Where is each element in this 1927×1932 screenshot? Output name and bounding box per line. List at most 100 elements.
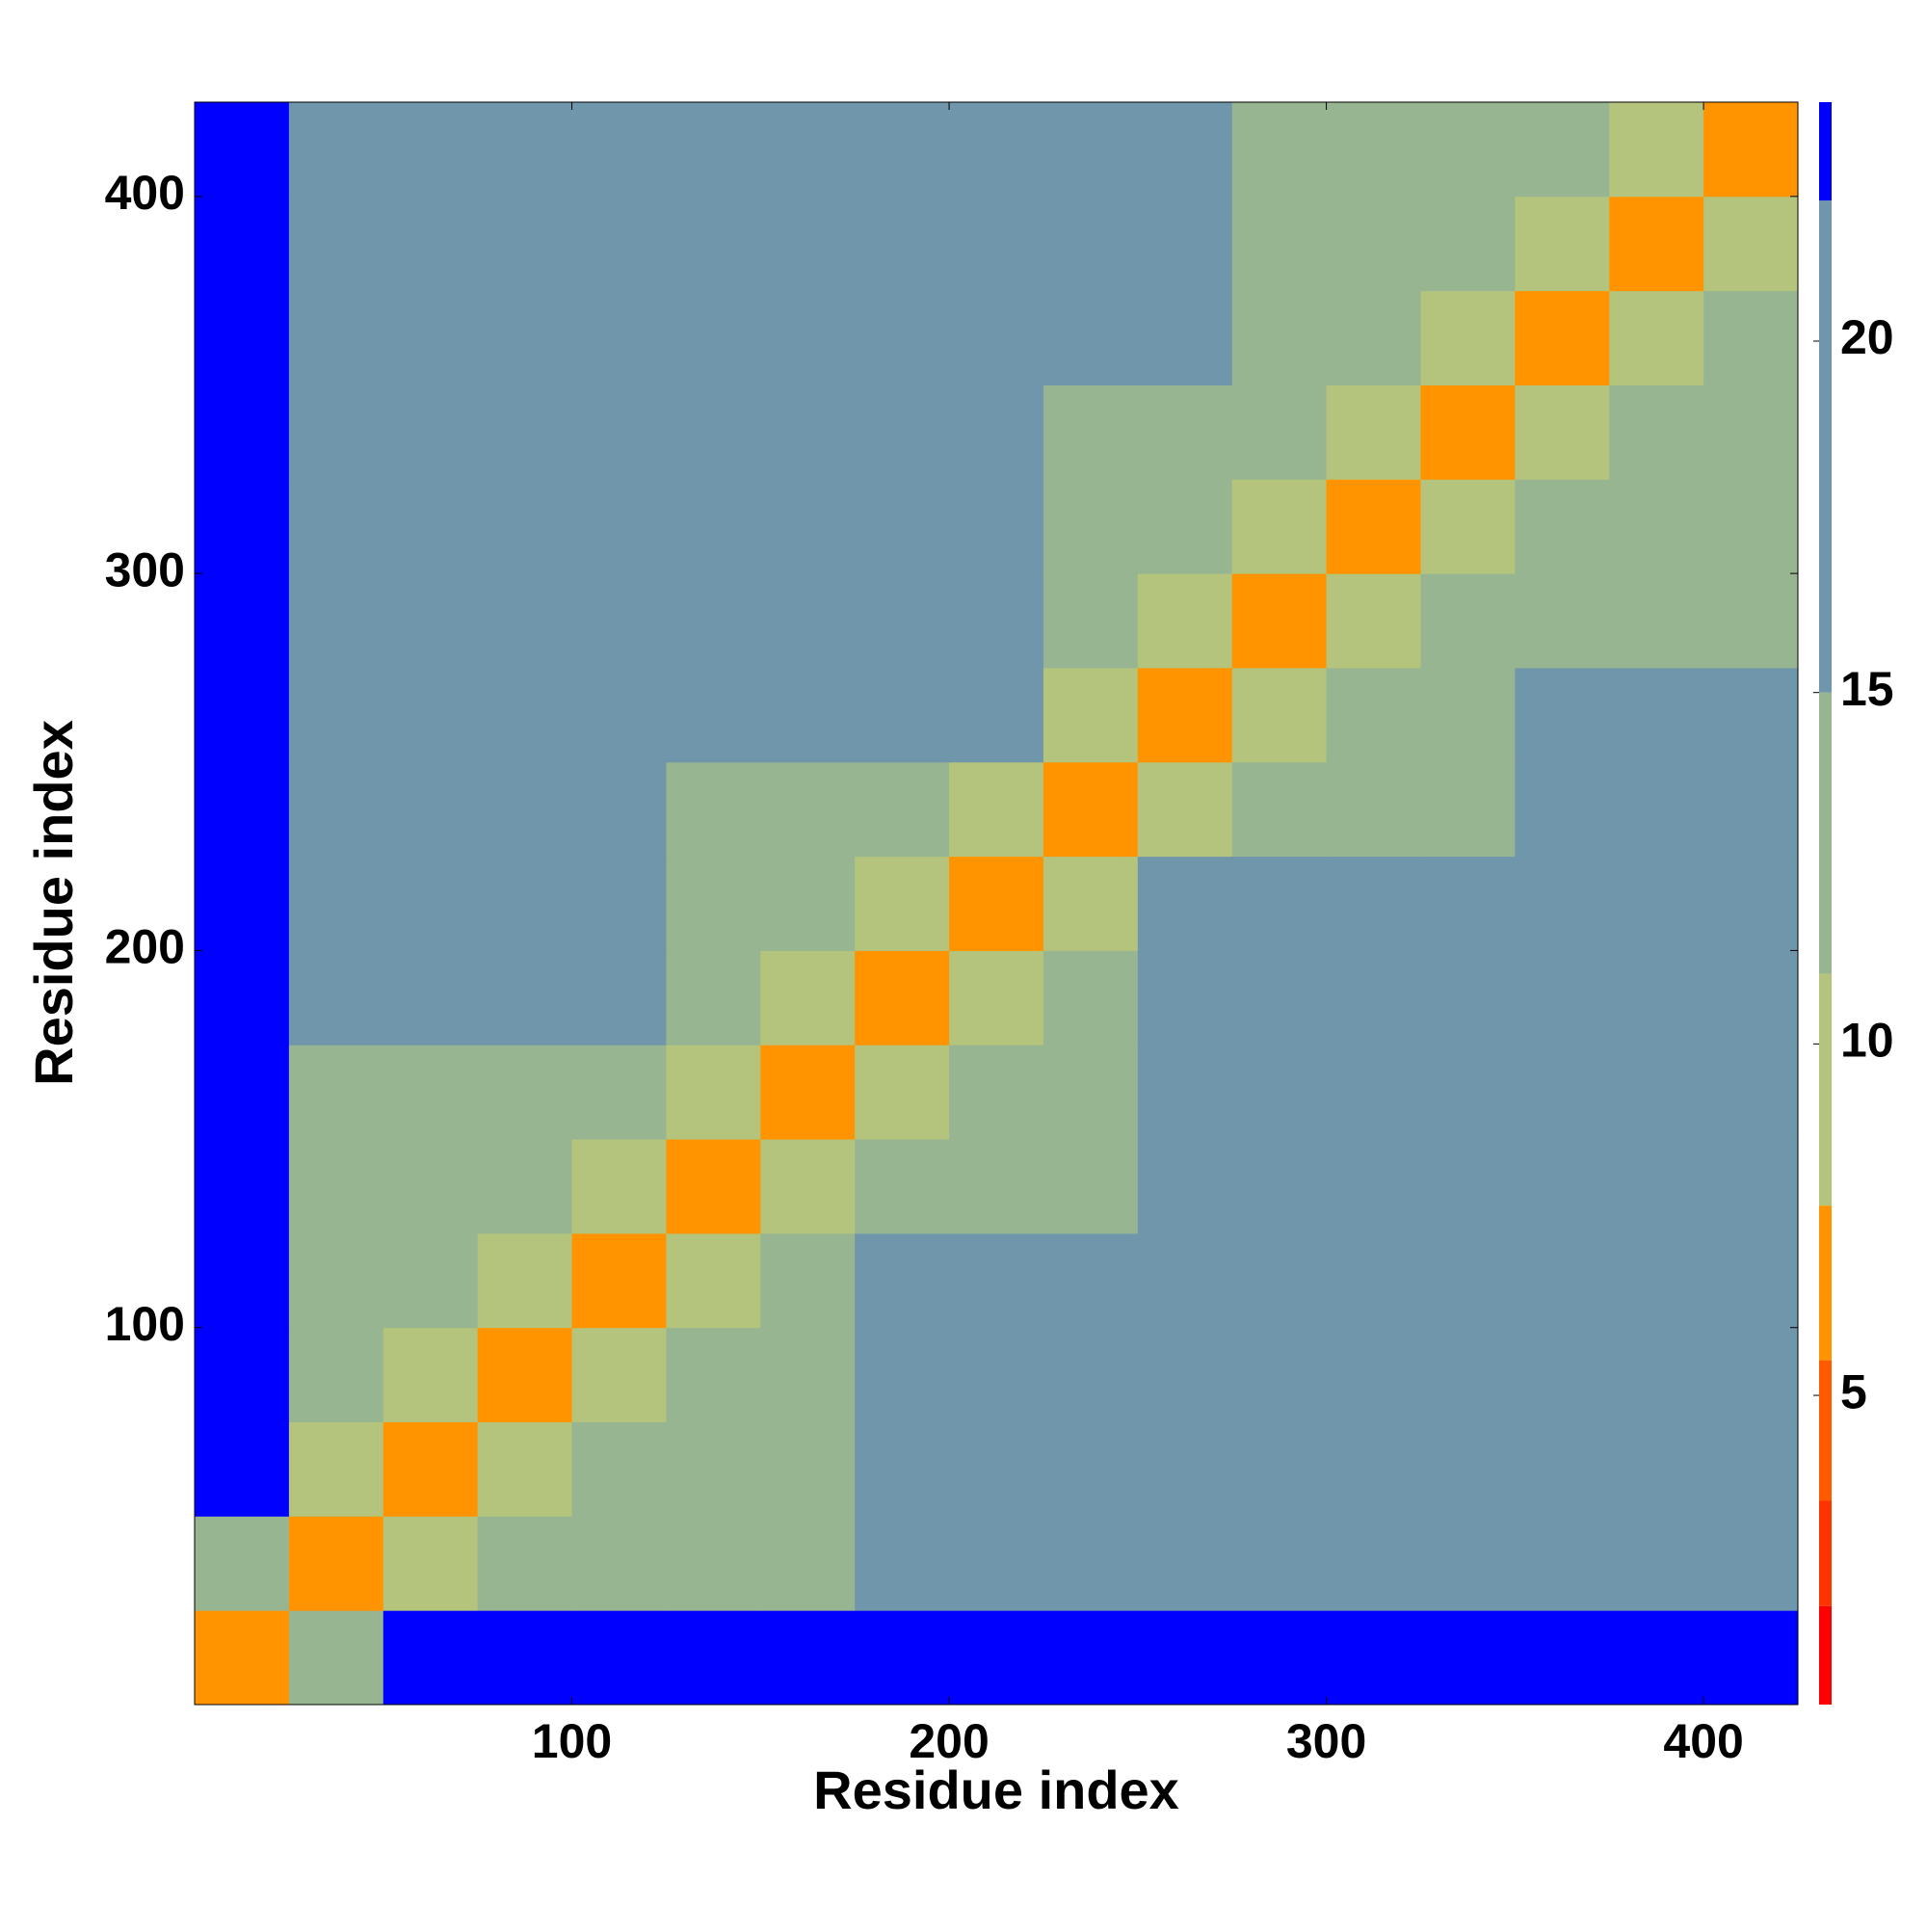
heatmap-cell (1137, 1516, 1233, 1611)
heatmap-cell (1515, 196, 1610, 292)
heatmap-cell (477, 1139, 573, 1234)
heatmap-cell (1703, 573, 1799, 669)
heatmap-cell (571, 950, 667, 1045)
heatmap-cell (1231, 1139, 1328, 1234)
heatmap-cell (383, 573, 479, 669)
heatmap-cell (195, 1232, 290, 1329)
heatmap-cell (666, 1045, 761, 1140)
heatmap-cell (1043, 290, 1139, 385)
heatmap-cell (1326, 196, 1421, 292)
colorbar-band (1819, 1205, 1832, 1361)
heatmap-cell (1231, 1421, 1328, 1517)
heatmap-cell (666, 196, 761, 292)
heatmap-cell (1043, 856, 1139, 951)
heatmap-cell (477, 573, 573, 669)
heatmap-cell (383, 667, 479, 763)
heatmap-cell (1043, 1232, 1139, 1329)
colorbar-tick-label: 20 (1840, 310, 1894, 364)
heatmap-cell (760, 290, 856, 385)
heatmap-cell (195, 196, 290, 292)
heatmap-cell (195, 1421, 290, 1517)
heatmap-cell (477, 290, 573, 385)
heatmap-cell (477, 196, 573, 292)
heatmap-cell (760, 102, 856, 198)
heatmap-cell (477, 1045, 573, 1140)
heatmap-cell (1326, 667, 1421, 763)
y-axis-title: Residue index (23, 720, 84, 1086)
heatmap-cell (1043, 761, 1139, 858)
heatmap-cell (477, 1516, 573, 1611)
heatmap-cell (1043, 1327, 1139, 1423)
heatmap-cell (571, 1045, 667, 1140)
heatmap-cell (571, 761, 667, 858)
heatmap-cell (666, 1421, 761, 1517)
heatmap-cell (288, 1139, 384, 1234)
heatmap-cell (1703, 1327, 1799, 1423)
heatmap-cell (477, 1232, 573, 1329)
heatmap-cell (1703, 290, 1799, 385)
heatmap-cell (288, 1516, 384, 1611)
heatmap-cell (1703, 761, 1799, 858)
heatmap-cell (1515, 479, 1610, 574)
heatmap-cell (1043, 479, 1139, 574)
heatmap-cell (666, 856, 761, 951)
heatmap-cell (855, 290, 950, 385)
heatmap-cell (195, 479, 290, 574)
colorbar-band (1819, 1605, 1832, 1705)
heatmap-cell (383, 196, 479, 292)
heatmap-cell (383, 1232, 479, 1329)
heatmap-cell (1420, 1045, 1516, 1140)
heatmap-cell (666, 667, 761, 763)
heatmap-cell (1326, 856, 1421, 951)
heatmap-cell (1231, 1327, 1328, 1423)
heatmap-cell (1231, 1232, 1328, 1329)
heatmap-cell (1609, 573, 1704, 669)
heatmap-cell (1137, 761, 1233, 858)
heatmap-cell (288, 1045, 384, 1140)
heatmap-cell (1326, 102, 1421, 198)
heatmap-cell (855, 950, 950, 1045)
heatmap-cell (1515, 1327, 1610, 1423)
heatmap-cell (1043, 1045, 1139, 1140)
heatmap-cell (949, 1516, 1044, 1611)
heatmap-cell (1609, 761, 1704, 858)
heatmap-cell (1609, 102, 1704, 198)
heatmap-cell (1137, 667, 1233, 763)
heatmap-cell (477, 856, 573, 951)
x-tick-label: 300 (1286, 1714, 1366, 1768)
heatmap-cell (383, 290, 479, 385)
heatmap-cell (949, 573, 1044, 669)
heatmap-cell (383, 479, 479, 574)
heatmap-cell (195, 856, 290, 951)
heatmap-cell (1420, 384, 1516, 480)
heatmap-cell (949, 384, 1044, 480)
y-tick-label: 300 (105, 543, 185, 596)
heatmap-cell (571, 1139, 667, 1234)
heatmap-cell (949, 1232, 1044, 1329)
heatmap-cell (571, 384, 667, 480)
heatmap-cell (571, 102, 667, 198)
heatmap-cell (1609, 290, 1704, 385)
x-tick-label: 400 (1663, 1714, 1743, 1768)
heatmap-cell (855, 1045, 950, 1140)
heatmap-cell (571, 1610, 667, 1706)
heatmap-cell (1326, 1610, 1421, 1706)
heatmap-cell (383, 1516, 479, 1611)
heatmap-cell (288, 102, 384, 198)
heatmap-cell (1231, 1045, 1328, 1140)
heatmap-cell (1609, 479, 1704, 574)
heatmap-cell (855, 1232, 950, 1329)
heatmap-cell (1326, 479, 1421, 574)
x-axis-title: Residue index (813, 1760, 1179, 1820)
heatmap-cell (477, 667, 573, 763)
heatmap-cell (760, 1610, 856, 1706)
heatmap-cell (1609, 1045, 1704, 1140)
heatmap-cell (949, 196, 1044, 292)
heatmap-cell (195, 950, 290, 1045)
heatmap-cell (477, 1610, 573, 1706)
heatmap-cell (1609, 1516, 1704, 1611)
heatmap-cell (855, 1610, 950, 1706)
heatmap-cell (760, 196, 856, 292)
heatmap-cell (1231, 761, 1328, 858)
